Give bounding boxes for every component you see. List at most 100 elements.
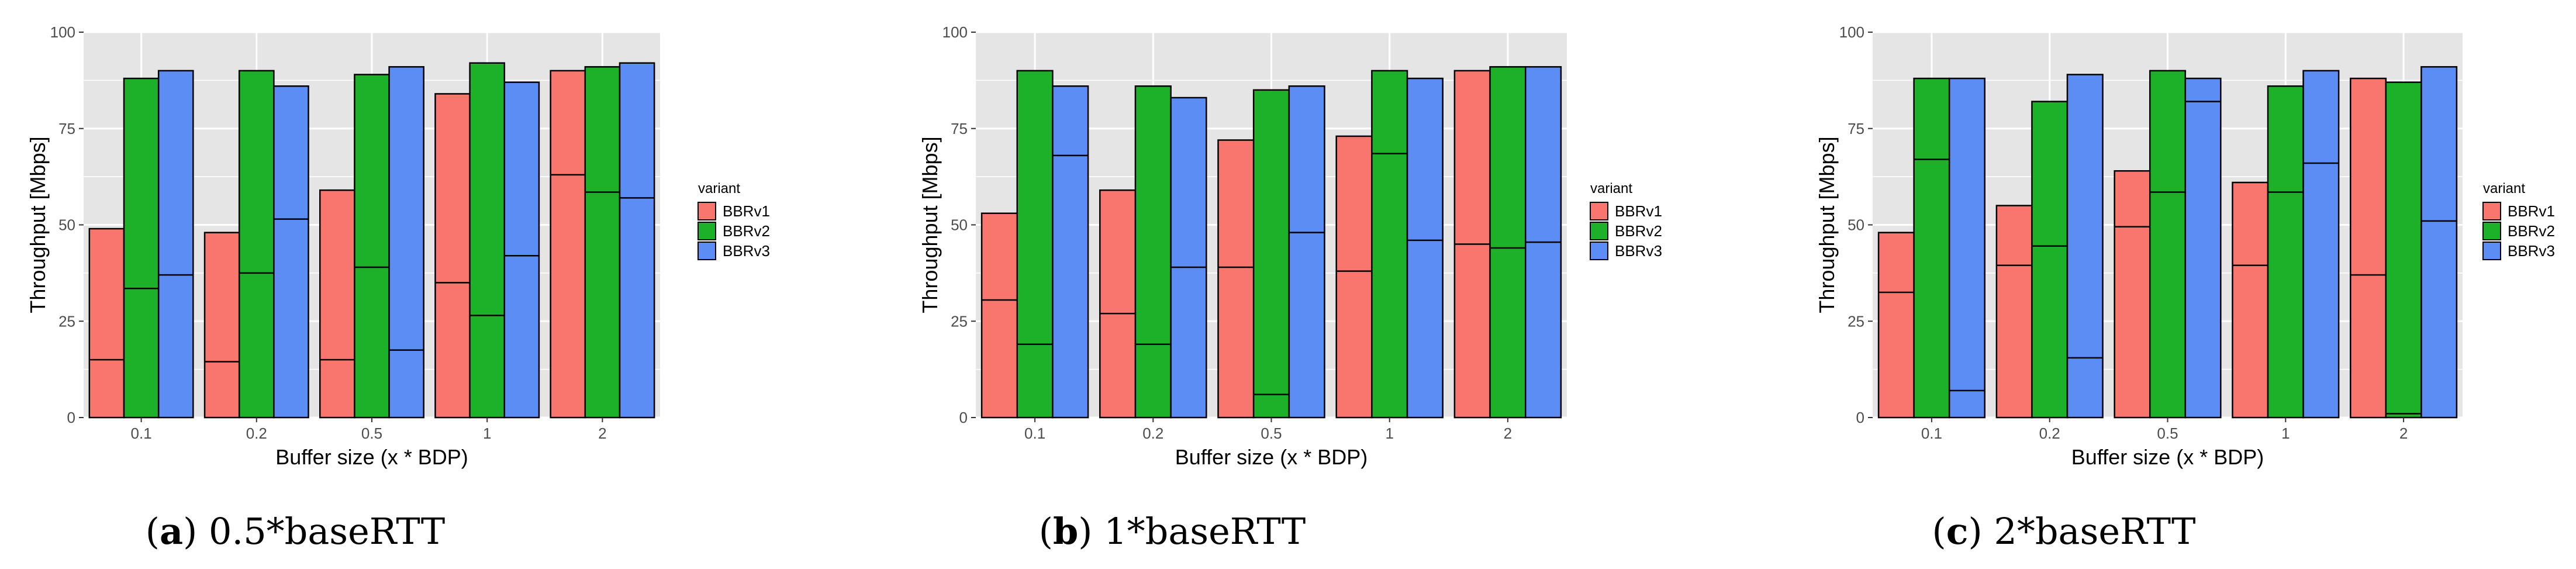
legend-key-bbrv1 bbox=[1590, 202, 1608, 220]
bar-bbrv3-0-1 bbox=[1052, 85, 1089, 419]
chart-panel-c: 0 25 50 75 100 0.1 0.2 0.5 1 2 Buffer size (x * BD… bbox=[1815, 23, 2555, 553]
x-tick-label: 0.2 bbox=[2039, 425, 2060, 442]
bar-bbrv2-0-1 bbox=[1016, 70, 1054, 419]
y-tick-label: 100 bbox=[942, 23, 968, 41]
y-tick-label: 75 bbox=[951, 120, 968, 137]
bar-bbrv3-1 bbox=[503, 81, 540, 419]
bar-bbrv2-2 bbox=[584, 66, 621, 419]
x-tick-label: 0.5 bbox=[361, 425, 382, 442]
legend-title: variant bbox=[698, 181, 740, 196]
bar-bbrv2-0-1 bbox=[123, 77, 160, 419]
chart-panel-a: 0 25 50 75 100 0.1 0.2 0.5 1 2 Buffer size (x * BD… bbox=[26, 23, 770, 553]
bar-bbrv3-0-1 bbox=[157, 70, 194, 419]
legend: variant BBRv1 BBRv2 BBRv3 bbox=[1590, 181, 1662, 260]
bar-bbrv1-0-2 bbox=[1995, 205, 2033, 419]
legend: variant BBRv1 BBRv2 BBRv3 bbox=[2482, 181, 2555, 260]
y-tick-label: 25 bbox=[951, 312, 968, 330]
legend-title: variant bbox=[1590, 181, 1632, 196]
x-axis-title: Buffer size (x * BDP) bbox=[1175, 445, 1368, 469]
x-tick-label: 1 bbox=[483, 425, 491, 442]
bar-bbrv2-0-1 bbox=[1913, 77, 1950, 419]
bar-bbrv3-1 bbox=[2302, 70, 2340, 419]
y-axis-title: Throughput [Mbps] bbox=[1815, 136, 1839, 313]
legend-label-bbrv2: BBRv2 bbox=[2508, 222, 2555, 240]
y-tick-label: 75 bbox=[1848, 120, 1864, 137]
bar-bbrv3-2 bbox=[619, 62, 655, 419]
legend-label-bbrv3: BBRv3 bbox=[1615, 242, 1662, 260]
bar-bbrv1-1 bbox=[434, 93, 471, 419]
chart-panel-b: 0 25 50 75 100 0.1 0.2 0.5 1 2 Buffer size (x * BD… bbox=[918, 23, 1662, 553]
legend-label-bbrv2: BBRv2 bbox=[1615, 222, 1662, 240]
bar-bbrv2-0-2 bbox=[1134, 85, 1172, 419]
bar-bbrv3-0-5 bbox=[1288, 85, 1325, 419]
bar-bbrv3-0-2 bbox=[2066, 74, 2104, 419]
bar-bbrv3-1 bbox=[1406, 77, 1444, 419]
bar-bbrv3-0-2 bbox=[1170, 96, 1207, 419]
x-tick-label: 0.2 bbox=[246, 425, 267, 442]
y-tick-label: 50 bbox=[951, 216, 968, 234]
legend-label-bbrv1: BBRv1 bbox=[2508, 202, 2555, 220]
bar-bbrv1-0-1 bbox=[980, 212, 1018, 419]
panel-caption: (c) 2*baseRTT bbox=[1932, 510, 2196, 553]
bar-bbrv1-0-5 bbox=[1217, 139, 1255, 419]
bar-bbrv1-0-1 bbox=[1877, 232, 1915, 419]
bar-bbrv2-0-2 bbox=[238, 70, 275, 419]
x-tick-label: 0.5 bbox=[2157, 425, 2178, 442]
legend-key-bbrv3 bbox=[2482, 242, 2501, 260]
bar-bbrv2-2 bbox=[2385, 81, 2422, 419]
bar-bbrv2-1 bbox=[1371, 70, 1408, 419]
panel-caption: (b) 1*baseRTT bbox=[1039, 510, 1306, 553]
x-tick-label: 0.1 bbox=[1921, 425, 1942, 442]
y-tick-label: 100 bbox=[1839, 23, 1864, 41]
bar-bbrv2-0-5 bbox=[354, 74, 390, 419]
y-tick-label: 25 bbox=[1848, 312, 1864, 330]
x-tick-label: 0.5 bbox=[1261, 425, 1282, 442]
bar-bbrv1-2 bbox=[550, 70, 586, 419]
legend-key-bbrv2 bbox=[1590, 222, 1608, 240]
legend-key-bbrv3 bbox=[1590, 242, 1608, 260]
x-axis-title: Buffer size (x * BDP) bbox=[2071, 445, 2264, 469]
x-axis-title: Buffer size (x * BDP) bbox=[275, 445, 468, 469]
y-axis-title: Throughput [Mbps] bbox=[918, 136, 942, 313]
x-tick-label: 1 bbox=[2281, 425, 2290, 442]
legend-key-bbrv1 bbox=[697, 202, 716, 220]
legend-key-bbrv2 bbox=[697, 222, 716, 240]
bar-bbrv3-0-5 bbox=[388, 66, 424, 419]
bar-bbrv2-0-2 bbox=[2031, 101, 2069, 419]
bar-bbrv3-0-5 bbox=[2184, 77, 2222, 419]
legend-title: variant bbox=[2483, 181, 2525, 196]
panel-caption: (a) 0.5*baseRTT bbox=[146, 510, 446, 553]
y-tick-label: 0 bbox=[959, 409, 968, 426]
y-tick-label: 0 bbox=[1856, 409, 1864, 426]
legend: variant BBRv1 BBRv2 BBRv3 bbox=[697, 181, 770, 260]
x-tick-label: 0.1 bbox=[1024, 425, 1045, 442]
legend-label-bbrv1: BBRv1 bbox=[723, 202, 770, 220]
bar-bbrv3-0-1 bbox=[1948, 77, 1985, 419]
x-tick-label: 2 bbox=[2399, 425, 2408, 442]
bar-bbrv1-1 bbox=[1335, 135, 1373, 419]
bar-bbrv1-0-5 bbox=[2114, 170, 2151, 419]
bar-bbrv2-0-5 bbox=[1252, 89, 1290, 419]
y-tick-label: 75 bbox=[58, 120, 75, 137]
x-tick-label: 2 bbox=[1504, 425, 1512, 442]
bar-bbrv3-2 bbox=[2420, 66, 2458, 419]
y-tick-label: 0 bbox=[67, 409, 75, 426]
x-tick-label: 0.1 bbox=[131, 425, 152, 442]
y-tick-label: 50 bbox=[1848, 216, 1864, 234]
legend-key-bbrv3 bbox=[697, 242, 716, 260]
bar-bbrv1-0-2 bbox=[203, 232, 240, 419]
bar-bbrv2-1 bbox=[2267, 85, 2304, 419]
y-tick-label: 100 bbox=[50, 23, 75, 41]
x-tick-label: 0.2 bbox=[1142, 425, 1163, 442]
bar-bbrv1-1 bbox=[2232, 181, 2269, 419]
bar-bbrv1-0-1 bbox=[88, 227, 125, 419]
legend-key-bbrv2 bbox=[2482, 222, 2501, 240]
y-axis-title: Throughput [Mbps] bbox=[26, 136, 50, 313]
bar-bbrv1-0-2 bbox=[1099, 189, 1137, 419]
legend-label-bbrv3: BBRv3 bbox=[723, 242, 770, 260]
legend-label-bbrv3: BBRv3 bbox=[2508, 242, 2555, 260]
bar-bbrv1-0-5 bbox=[319, 189, 355, 419]
bar-bbrv1-2 bbox=[2350, 77, 2387, 419]
x-tick-label: 1 bbox=[1385, 425, 1393, 442]
